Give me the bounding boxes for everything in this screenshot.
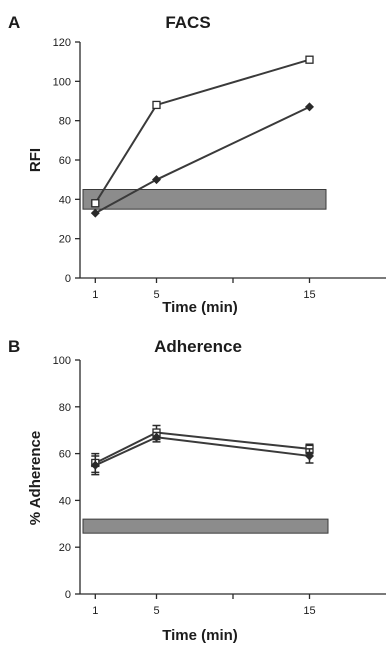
- panel-b-baseline-band: [82, 518, 329, 534]
- panel-b-letter: B: [8, 337, 20, 356]
- panel-a-series-1-point: [152, 100, 161, 110]
- panel-b-y-tick-label: 0: [65, 589, 71, 601]
- panel-a-y-tick-label: 60: [59, 155, 71, 167]
- panel-a-series-2-point: [305, 102, 314, 112]
- panel-b-y-tick-label: 60: [59, 449, 71, 461]
- panel-a-x-axis-label: Time (min): [162, 299, 238, 316]
- panel-b-title: Adherence: [154, 337, 242, 356]
- panel-a-y-tick-label: 20: [59, 234, 71, 246]
- panel-b-y-tick-label: 80: [59, 402, 71, 414]
- panel-b-x-tick-label: 1: [92, 605, 98, 617]
- panel-a-series-1-point: [91, 199, 100, 208]
- panel-a-y-axis-label: RFI: [27, 148, 44, 172]
- panel-b-x-tick-label: 15: [303, 605, 315, 617]
- panel-b-y-tick-label: 100: [53, 355, 71, 367]
- panel-a-title: FACS: [165, 13, 210, 32]
- panel-a-y-tick-label: 100: [53, 76, 71, 88]
- panel-a-y-tick-label: 120: [53, 37, 71, 49]
- panel-b-y-axis-label: % Adherence: [27, 431, 44, 525]
- panel-a-x-tick-label: 5: [153, 289, 159, 301]
- panel-b-series-2-point: [90, 460, 100, 470]
- panel-b-series-2-line: [94, 436, 310, 467]
- panel-a-series-2-point: [90, 208, 100, 218]
- panel-b-y-tick-label: 40: [59, 495, 71, 507]
- panel-a-letter: A: [8, 13, 20, 32]
- panel-a-series-1-point: [305, 55, 314, 64]
- panel-a-series-1-line: [94, 58, 310, 204]
- panel-a-y-tick-label: 40: [59, 194, 71, 206]
- panel-a-x-tick-label: 15: [303, 289, 315, 301]
- panel-b-x-tick-label: 5: [153, 605, 159, 617]
- panel-b-series-1-line: [94, 431, 310, 464]
- panel-b-series-2-point: [305, 451, 314, 461]
- panel-b-y-tick-label: 20: [59, 542, 71, 554]
- panel-b-x-axis-label: Time (min): [162, 627, 238, 644]
- panel-b-series-2-point: [152, 432, 161, 442]
- panel-a-baseline-band: [82, 189, 327, 210]
- panel-a-x-tick-label: 1: [92, 289, 98, 301]
- panel-a-y-tick-label: 0: [65, 273, 71, 285]
- panel-a-series-2-point: [152, 175, 161, 185]
- panel-a-y-tick-label: 80: [59, 116, 71, 128]
